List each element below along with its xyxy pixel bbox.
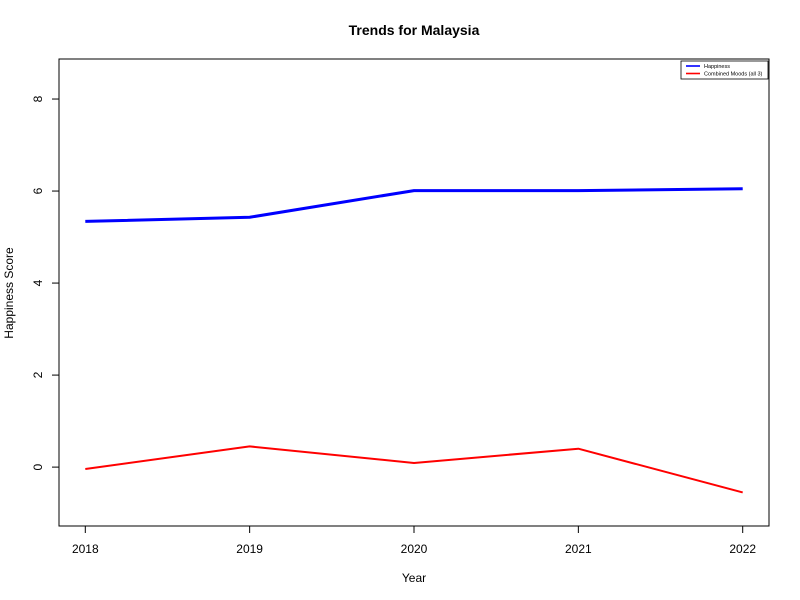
legend-box <box>680 60 769 80</box>
y-axis: 0 2 4 6 8 <box>31 95 60 470</box>
y-tick-label: 0 <box>31 463 45 470</box>
series-line-combined-moods <box>85 445 743 494</box>
x-tick-label: 2020 <box>401 542 428 556</box>
series-line-happiness <box>85 187 743 223</box>
series-layer <box>85 187 743 494</box>
y-axis-label: Happiness Score <box>2 247 16 339</box>
chart-title: Trends for Malaysia <box>349 22 480 38</box>
y-tick-label: 2 <box>31 371 45 378</box>
legend-label: Combined Moods (all 3) <box>704 72 763 78</box>
legend-label: Happiness <box>704 64 730 70</box>
legend: Happiness Combined Moods (all 3) <box>680 60 769 80</box>
x-tick-label: 2018 <box>72 542 99 556</box>
y-tick-label: 6 <box>31 187 45 194</box>
x-axis-label: Year <box>402 571 426 585</box>
plot-frame <box>58 58 770 527</box>
y-tick-label: 8 <box>31 95 45 102</box>
x-tick-label: 2021 <box>565 542 592 556</box>
x-tick-label: 2019 <box>236 542 263 556</box>
x-tick-label: 2022 <box>729 542 756 556</box>
y-tick-label: 4 <box>31 279 45 286</box>
x-axis: 2018 2019 2020 2021 2022 <box>72 525 756 556</box>
